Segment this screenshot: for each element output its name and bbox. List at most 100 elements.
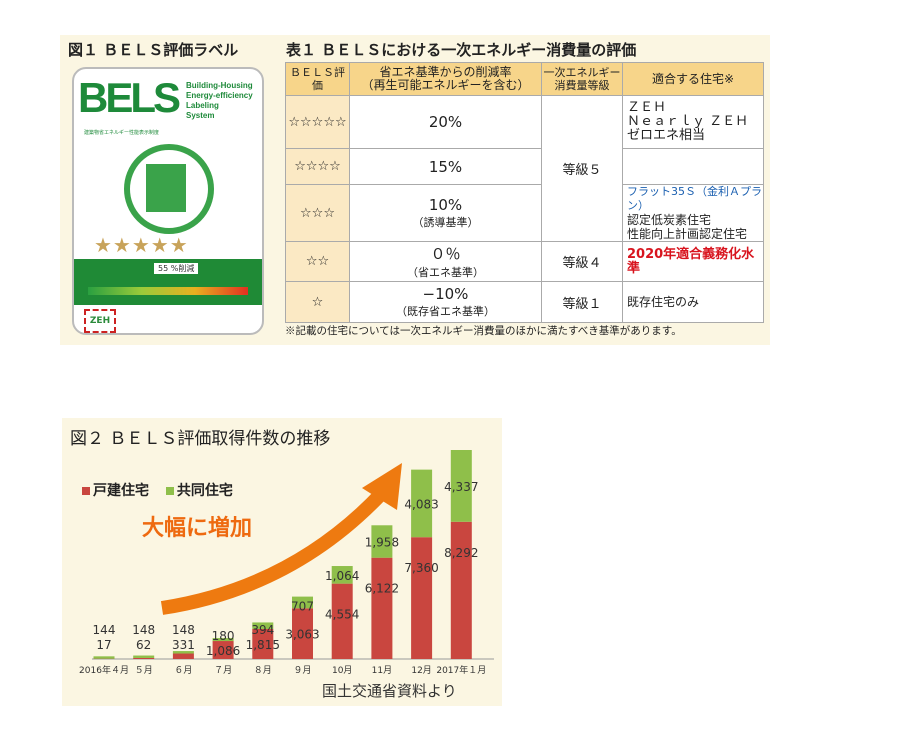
figure1-title: 図１ ＢＥＬＳ評価ラベル: [68, 41, 239, 59]
x-tick-label: ８月: [254, 665, 272, 676]
bar-collective: [292, 596, 313, 609]
bar-collective: [331, 566, 353, 584]
bar-collective: [252, 622, 274, 629]
data-label-detached: 331: [172, 638, 195, 652]
data-label-collective: 1,064: [325, 569, 359, 583]
data-label-collective: 148: [132, 623, 155, 637]
data-label-detached: 7,360: [404, 561, 438, 575]
chart-legend: 戸建住宅 共同住宅: [82, 480, 233, 500]
x-tick-label: 12月: [411, 665, 431, 676]
grade-cell: 等級５: [541, 95, 623, 242]
increase-callout: 大幅に増加: [142, 516, 253, 541]
bar-detached: [252, 628, 274, 659]
bar-detached: [292, 608, 313, 659]
housing-cell: [622, 148, 764, 185]
rate-cell: 20%: [349, 95, 542, 149]
bar-collective: [450, 450, 472, 522]
table-row: ☆ −10% （既存省エネ基準） 等級１ 既存住宅のみ: [285, 281, 764, 323]
bar-detached: [411, 537, 433, 659]
rating-cell: ☆☆☆: [285, 184, 350, 242]
data-label-detached: 1,815: [246, 638, 280, 652]
logo-sub-line: Labeling: [186, 101, 219, 110]
rating-cell: ☆☆☆☆: [285, 148, 350, 185]
logo-sub-line: Energy-efficiency: [186, 91, 253, 100]
bels-logo: BELS: [78, 74, 181, 121]
x-tick-label: 11月: [372, 665, 392, 676]
rate-cell: 10% （誘導基準）: [349, 184, 542, 242]
rating-cell: ☆☆☆☆☆: [285, 95, 350, 149]
header-grade: 一次エネルギー 消費量等級: [541, 62, 623, 96]
data-label-collective: 4,337: [444, 480, 478, 494]
logo-sub-line: Building-Housing: [186, 81, 253, 90]
data-label-collective: 180: [212, 629, 235, 643]
data-label-collective: 1,958: [365, 535, 399, 549]
legend-swatch-detached: [82, 487, 90, 495]
bar-collective: [411, 469, 433, 538]
legend-swatch-collective: [165, 487, 174, 495]
figure2-panel: 17 144 2016年４月 62 148 ５月 331 148 ６月 1,086 180 ７月 1,8…: [62, 418, 502, 706]
x-tick-label: 2016年４月: [79, 664, 129, 676]
reduction-value: 55 %削減: [154, 263, 199, 274]
housing-cell: フラット35Ｓ（金利Ａプラン） 認定低炭素住宅 性能向上計画認定住宅: [622, 184, 764, 242]
x-tick-label: ９月: [293, 665, 311, 676]
data-label-collective: 394: [251, 623, 274, 637]
x-tick-label: 10月: [332, 665, 352, 676]
data-label-detached: 17: [96, 638, 111, 652]
bar-detached: [212, 641, 234, 659]
table-row: ☆☆ ０％ （省エネ基準） 等級４ 2020年適合義務化水準: [285, 241, 764, 282]
table-row: ☆☆☆ 10% （誘導基準） フラット35Ｓ（金利Ａプラン） 認定低炭素住宅 性能向上…: [285, 184, 764, 242]
table-row: ☆☆☆☆ 15%: [285, 148, 764, 185]
housing-cell: ＺＥＨ Ｎｅａｒｌｙ ＺＥＨ ゼロエネ相当: [622, 95, 764, 149]
data-label-detached: 6,122: [365, 582, 399, 596]
figure1-table1-panel: 図１ ＢＥＬＳ評価ラベル BELS Building-Housing Energy…: [60, 35, 770, 345]
legend-label-collective: 共同住宅: [176, 483, 233, 499]
header-rate: 省エネ基準からの削減率 （再生可能エネルギーを含む）: [349, 62, 542, 96]
table1-title: 表１ ＢＥＬＳにおける一次エネルギー消費量の評価: [286, 41, 637, 59]
energy-gauge: [88, 287, 248, 295]
arrow-head-icon: [362, 463, 402, 510]
bar-chart: 171442016年４月62148５月331148６月1,086180７月1,8…: [79, 450, 494, 676]
bar-collective: [172, 651, 194, 654]
bar-collective: [371, 525, 393, 558]
figure2-title: 図２ ＢＥＬＳ評価取得件数の推移: [70, 429, 331, 449]
data-label-detached: 62: [136, 638, 151, 652]
x-tick-label: ５月: [135, 665, 153, 676]
bar-collective: [212, 638, 234, 642]
bar-detached: [133, 657, 155, 659]
data-label-detached: 1,086: [206, 644, 240, 658]
logo-sub-line: System: [186, 111, 215, 120]
bels-logo-jp: 建築物省エネルギー性能表示制度: [84, 130, 160, 136]
bar-detached: [172, 653, 194, 659]
x-tick-label: 2017年１月: [436, 664, 486, 676]
data-label-collective: 4,083: [404, 497, 438, 511]
grade-cell: 等級１: [541, 281, 623, 323]
data-label-detached: 3,063: [285, 628, 319, 642]
data-label-collective: 148: [172, 623, 195, 637]
housing-cell: 既存住宅のみ: [622, 281, 764, 323]
rate-cell: ０％ （省エネ基準）: [349, 241, 542, 282]
star-rating-icon: ★★★★★: [94, 233, 189, 257]
source-note: 国土交通省資料より: [322, 682, 457, 700]
building-icon: [146, 164, 186, 212]
bar-collective: [93, 656, 115, 659]
leaf-ring-icon: [124, 144, 214, 234]
bar-detached: [331, 583, 353, 659]
legend-label-detached: 戸建住宅: [93, 483, 149, 499]
housing-cell: 2020年適合義務化水準: [622, 241, 764, 282]
rate-cell: −10% （既存省エネ基準）: [349, 281, 542, 323]
rating-cell: ☆: [285, 281, 350, 323]
table-footnote: ※記載の住宅については一次エネルギー消費量のほかに満たすべき基準があります。: [285, 325, 682, 337]
bar-collective: [133, 655, 155, 658]
zeh-mark: ZEH: [84, 309, 116, 333]
table-header: ＢＥＬＳ評価 省エネ基準からの削減率 （再生可能エネルギーを含む） 一次エネルギー…: [285, 62, 764, 96]
x-tick-label: ７月: [214, 665, 232, 676]
energy-panel: 55 %削減: [74, 259, 262, 305]
rate-cell: 15%: [349, 148, 542, 185]
header-rating: ＢＥＬＳ評価: [285, 62, 350, 96]
bels-logo-sub: Building-Housing Energy-efficiency Labelin…: [186, 81, 253, 121]
grade-cell: 等級４: [541, 241, 623, 282]
increase-arrow-icon: [160, 488, 388, 615]
bels-label-image: BELS Building-Housing Energy-efficiency La…: [72, 67, 264, 335]
data-label-detached: 8,292: [444, 546, 478, 560]
x-tick-label: ６月: [174, 665, 192, 676]
